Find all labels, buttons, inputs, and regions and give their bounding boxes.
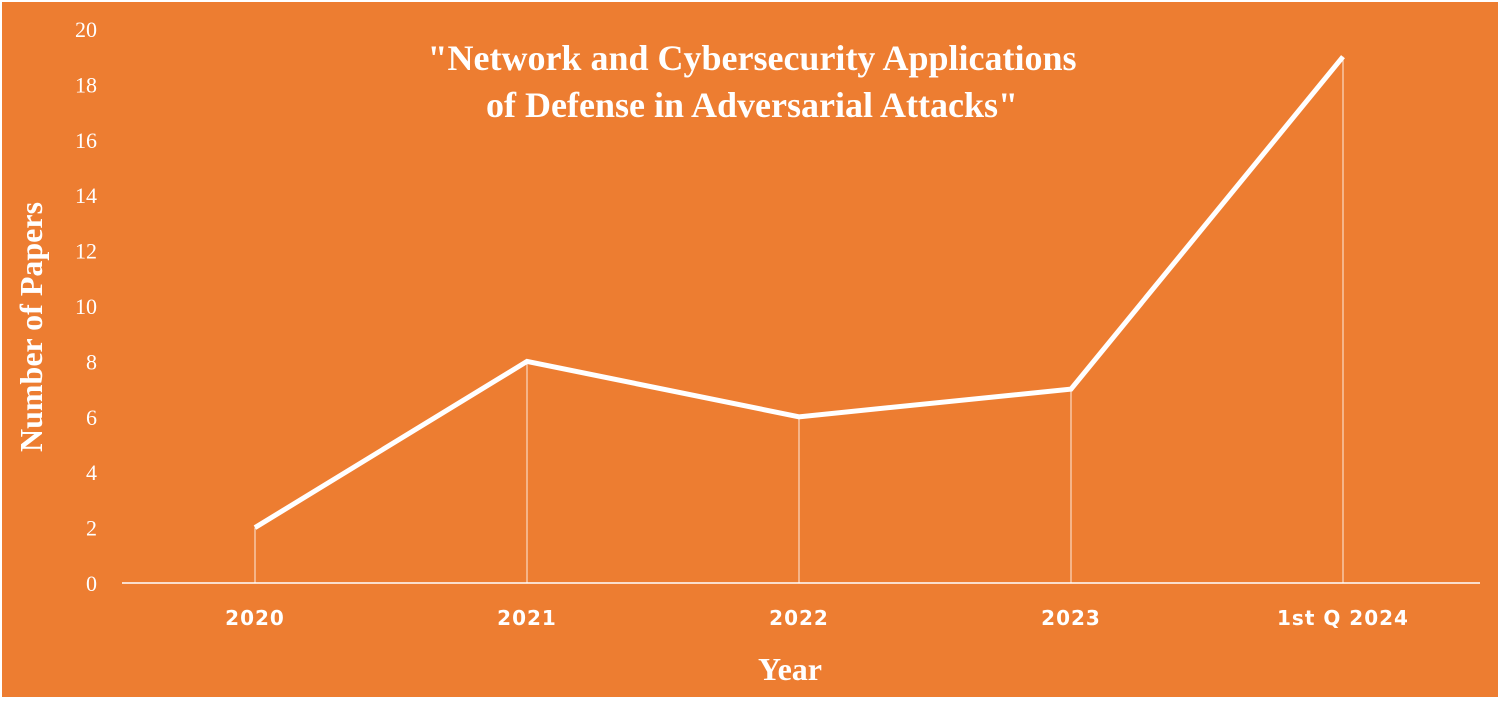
y-axis-title: Number of Papers: [13, 202, 49, 452]
y-tick-label: 12: [75, 239, 97, 264]
x-tick-label: 2023: [1041, 606, 1101, 630]
chart-title: "Network and Cybersecurity Applications …: [428, 38, 1077, 125]
y-tick-label: 8: [86, 349, 97, 374]
y-tick-label: 6: [86, 405, 97, 430]
x-axis-ticks: 2020 2021 2022 2023 1st Q 2024: [225, 606, 1409, 630]
x-tick-label: 1st Q 2024: [1277, 606, 1409, 630]
x-tick-label: 2022: [769, 606, 829, 630]
y-tick-label: 20: [75, 17, 97, 42]
chart-title-line-1: "Network and Cybersecurity Applications: [428, 38, 1077, 78]
y-tick-label: 18: [75, 72, 97, 97]
y-tick-label: 14: [75, 183, 97, 208]
y-tick-label: 0: [86, 571, 97, 596]
x-axis-title: Year: [758, 651, 822, 687]
y-tick-label: 2: [86, 516, 97, 541]
drop-lines: [254, 56, 1344, 583]
chart-title-line-2: of Defense in Adversarial Attacks": [486, 85, 1018, 125]
y-tick-label: 10: [75, 294, 97, 319]
series-line: [253, 55, 1345, 530]
y-tick-label: 16: [75, 128, 97, 153]
x-tick-label: 2020: [225, 606, 285, 630]
y-tick-label: 4: [86, 460, 97, 485]
x-tick-label: 2021: [497, 606, 557, 630]
y-axis-ticks: 0 2 4 6 8 10 12 14 16 18 20: [75, 17, 97, 596]
